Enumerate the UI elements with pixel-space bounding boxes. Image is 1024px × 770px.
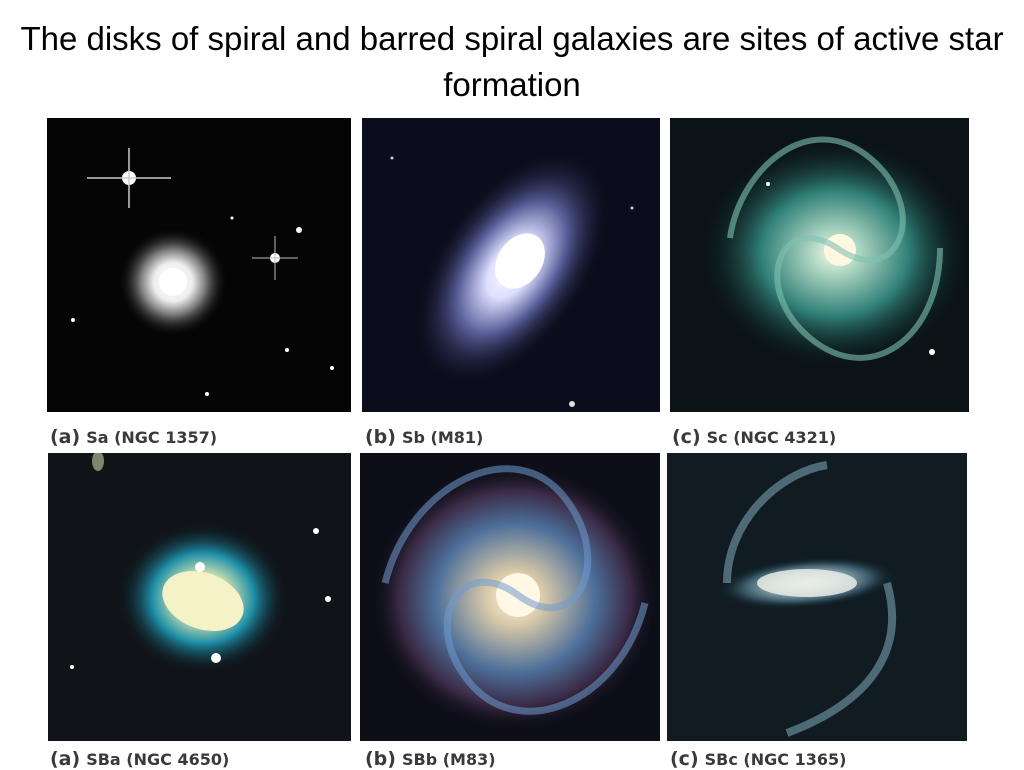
galaxy-image: [47, 118, 351, 412]
galaxy-image: [48, 453, 351, 741]
panel-letter: (b): [365, 748, 396, 770]
panel-letter: (c): [670, 748, 699, 770]
galaxy-image: [670, 118, 969, 412]
panel-label: SBa (NGC 4650): [86, 750, 230, 769]
panel-letter: (b): [365, 426, 396, 448]
caption: (a) SBa (NGC 4650): [50, 748, 229, 770]
caption: (c) Sc (NGC 4321): [672, 426, 836, 448]
panel-label: Sa (NGC 1357): [86, 428, 218, 447]
caption: (a) Sa (NGC 1357): [50, 426, 217, 448]
caption: (b) Sb (M81): [365, 426, 483, 448]
panel-label: SBc (NGC 1365): [704, 750, 847, 769]
panel-label: SBb (M83): [401, 750, 496, 769]
galaxy-image: [362, 118, 660, 412]
panel-label: Sc (NGC 4321): [706, 428, 837, 447]
caption: (b) SBb (M83): [365, 748, 496, 770]
panel-letter: (a): [50, 748, 81, 770]
slide-title: The disks of spiral and barred spiral ga…: [20, 20, 1004, 103]
panel-letter: (c): [672, 426, 701, 448]
galaxy-image: [360, 453, 660, 741]
galaxy-image: [667, 453, 967, 741]
panel-label: Sb (M81): [401, 428, 484, 447]
panel-letter: (a): [50, 426, 81, 448]
caption: (c) SBc (NGC 1365): [670, 748, 846, 770]
